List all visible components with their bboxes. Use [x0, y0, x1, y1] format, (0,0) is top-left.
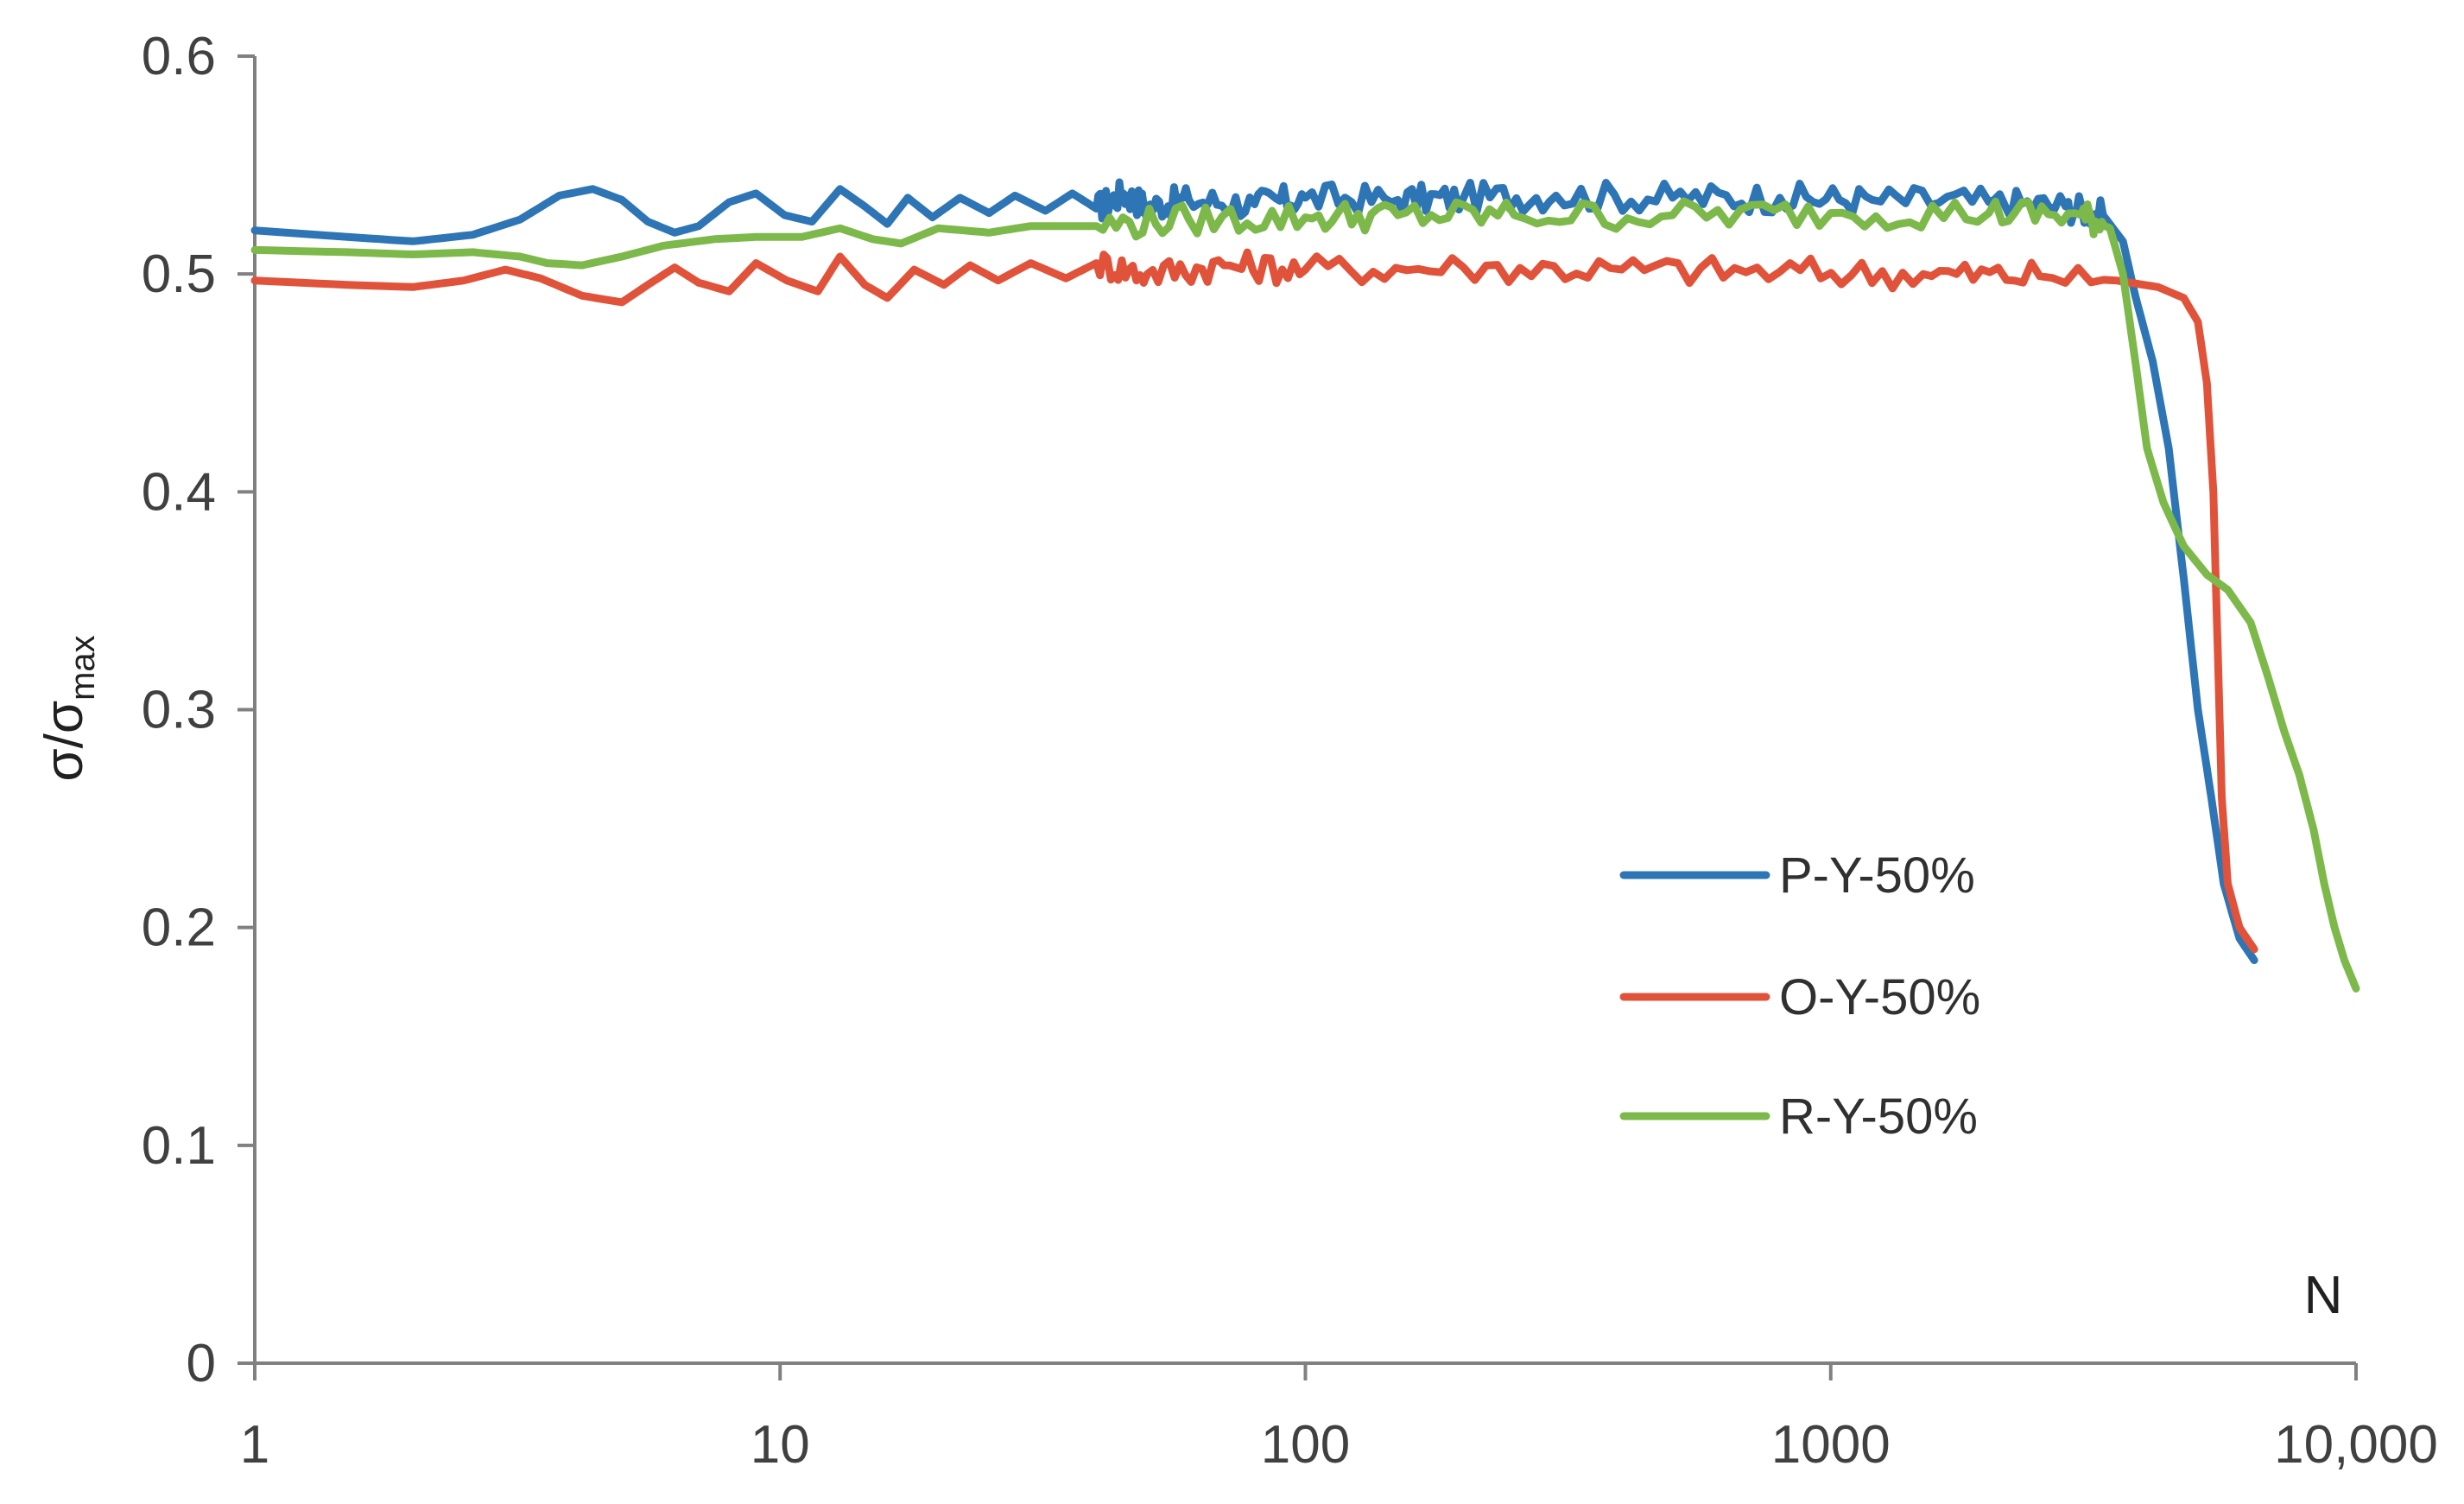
- x-tick-label: 100: [1261, 1415, 1350, 1475]
- y-tick-label: 0.5: [142, 244, 216, 304]
- y-tick-label: 0.2: [142, 898, 216, 958]
- y-axis-title-main: σ/σ: [35, 701, 94, 782]
- series-line-p-y-50pct: [250, 178, 2258, 964]
- legend-label: R-Y-50%: [1779, 1088, 1978, 1145]
- axis-titles: Nσ/σmax: [35, 635, 2342, 1325]
- x-axis-title: N: [2304, 1266, 2343, 1325]
- x-tick-label: 1000: [1771, 1415, 1891, 1475]
- axes: 0 0.1 0.2 0.3 0.4 0.5 0.6 1 10 100 1000 10,000: [142, 27, 2438, 1475]
- y-tick-label: 0: [187, 1334, 216, 1393]
- x-tick-label: 10,000: [2274, 1415, 2438, 1475]
- y-axis-title: σ/σmax: [35, 635, 102, 781]
- y-axis-title-text: σ/σmax: [35, 635, 102, 781]
- series-lines: [250, 178, 2360, 993]
- series-line-o-y-50pct: [250, 248, 2258, 954]
- x-tick-label: 1: [240, 1415, 269, 1475]
- legend-label: O-Y-50%: [1779, 969, 1980, 1025]
- y-axis-title-subscript: max: [64, 635, 102, 701]
- y-tick-label: 0.4: [142, 462, 216, 522]
- y-tick-label: 0.1: [142, 1116, 216, 1176]
- series-line-r-y-50pct: [250, 197, 2360, 993]
- legend-label: P-Y-50%: [1779, 847, 1975, 904]
- x-tick-label: 10: [751, 1415, 810, 1475]
- legend: P-Y-50% O-Y-50% R-Y-50%: [1619, 847, 1980, 1145]
- y-tick-label: 0.6: [142, 27, 216, 86]
- y-tick-label: 0.3: [142, 681, 216, 740]
